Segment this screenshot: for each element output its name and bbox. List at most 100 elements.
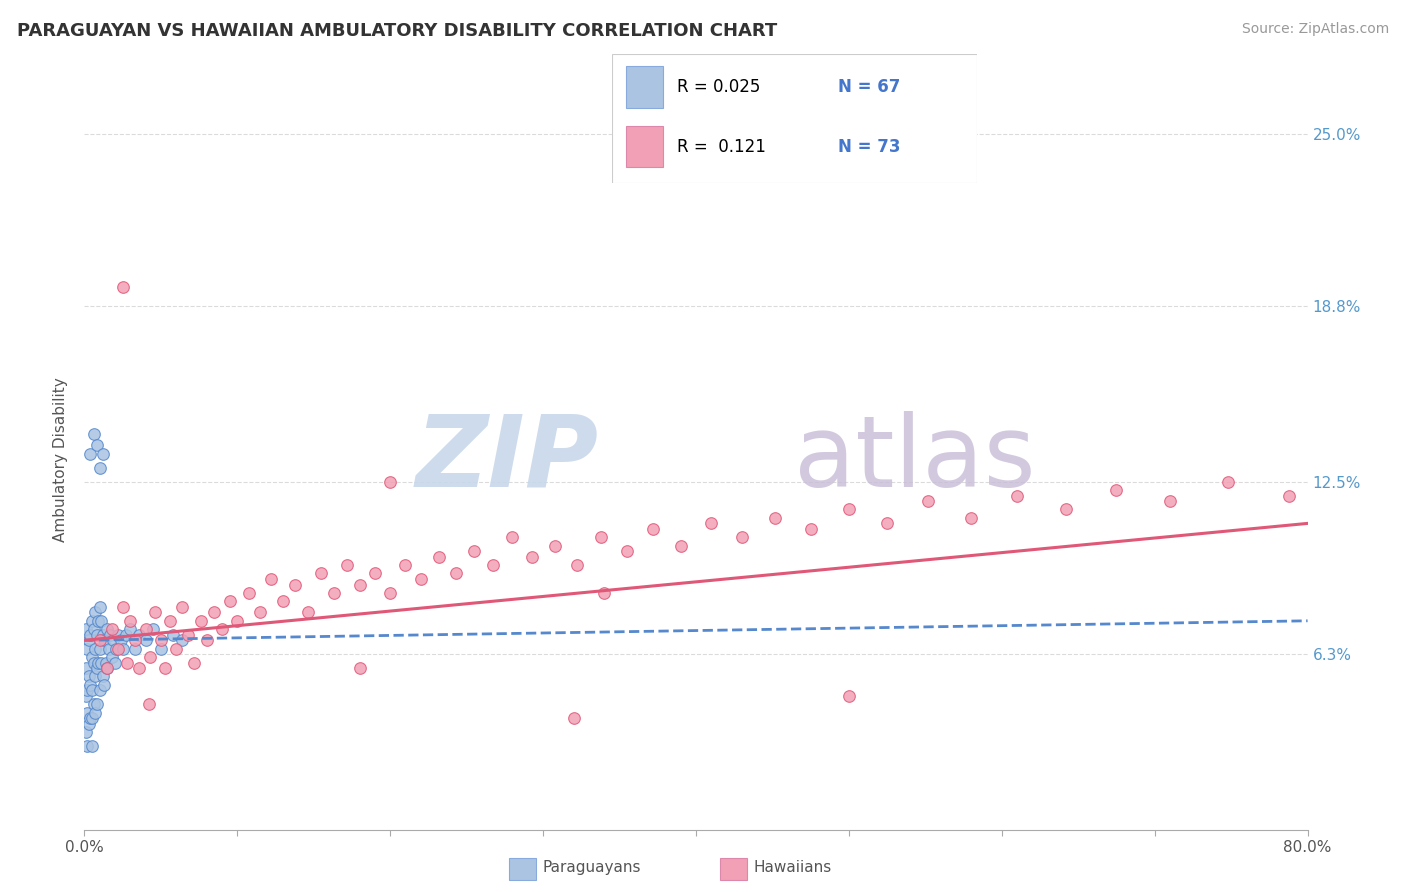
Point	[1105, 483, 1128, 497]
Point	[162, 628, 184, 642]
Point	[76, 706, 98, 720]
Point	[960, 511, 983, 525]
Point	[124, 641, 146, 656]
Point	[444, 566, 467, 581]
Point	[83, 622, 105, 636]
Point	[96, 661, 118, 675]
Point	[90, 614, 112, 628]
Point	[135, 622, 157, 636]
Point	[77, 669, 100, 683]
Point	[149, 641, 172, 656]
Point	[562, 711, 585, 725]
Point	[75, 622, 97, 636]
Point	[463, 544, 485, 558]
Point	[1278, 489, 1301, 503]
Point	[838, 502, 860, 516]
Point	[87, 614, 110, 628]
Point	[876, 516, 898, 531]
Point	[159, 614, 181, 628]
FancyBboxPatch shape	[612, 54, 977, 183]
Point	[91, 669, 114, 683]
Point	[89, 633, 111, 648]
Point	[565, 558, 588, 573]
Point	[91, 628, 114, 642]
Point	[1216, 475, 1239, 489]
Point	[83, 656, 105, 670]
Point	[349, 661, 371, 675]
Text: Paraguayans: Paraguayans	[543, 861, 641, 875]
Point	[120, 622, 142, 636]
Point	[394, 558, 416, 573]
Point	[172, 599, 194, 614]
Point	[84, 706, 107, 720]
Point	[91, 447, 114, 461]
Point	[238, 586, 260, 600]
FancyBboxPatch shape	[626, 126, 662, 168]
Point	[917, 494, 939, 508]
Point	[669, 539, 692, 553]
Point	[139, 650, 162, 665]
Point	[195, 633, 218, 648]
Point	[211, 622, 233, 636]
Point	[115, 656, 138, 670]
Point	[84, 641, 107, 656]
Point	[96, 661, 118, 675]
Point	[1054, 502, 1077, 516]
Point	[97, 641, 120, 656]
Point	[105, 641, 128, 656]
Point	[80, 739, 103, 753]
Point	[89, 460, 111, 475]
Point	[124, 633, 146, 648]
Point	[94, 656, 117, 670]
Point	[75, 661, 97, 675]
Point	[120, 614, 142, 628]
Point	[111, 280, 134, 294]
Point	[90, 656, 112, 670]
Point	[103, 633, 125, 648]
Text: N = 67: N = 67	[838, 78, 901, 96]
Point	[86, 438, 108, 452]
Point	[502, 530, 524, 544]
Point	[89, 683, 111, 698]
Text: N = 73: N = 73	[838, 137, 901, 155]
Point	[765, 511, 787, 525]
Point	[93, 678, 115, 692]
Point	[80, 683, 103, 698]
Point	[101, 622, 124, 636]
Text: PARAGUAYAN VS HAWAIIAN AMBULATORY DISABILITY CORRELATION CHART: PARAGUAYAN VS HAWAIIAN AMBULATORY DISABI…	[17, 22, 778, 40]
Point	[249, 606, 271, 620]
Point	[79, 447, 101, 461]
Text: R = 0.025: R = 0.025	[678, 78, 761, 96]
Point	[114, 628, 136, 642]
Point	[322, 586, 344, 600]
Point	[86, 628, 108, 642]
Point	[143, 606, 166, 620]
Point	[76, 683, 98, 698]
Point	[226, 614, 249, 628]
Text: atlas: atlas	[794, 411, 1035, 508]
Point	[643, 522, 665, 536]
Y-axis label: Ambulatory Disability: Ambulatory Disability	[53, 377, 69, 541]
Point	[297, 606, 319, 620]
Point	[202, 606, 225, 620]
Point	[700, 516, 723, 531]
Point	[165, 641, 187, 656]
Point	[481, 558, 503, 573]
Point	[1159, 494, 1181, 508]
Point	[76, 641, 98, 656]
Point	[83, 698, 105, 712]
Point	[593, 586, 616, 600]
Point	[427, 549, 450, 564]
Point	[87, 656, 110, 670]
Point	[616, 544, 638, 558]
Point	[336, 558, 359, 573]
Point	[522, 549, 544, 564]
Point	[155, 661, 177, 675]
Point	[242, 15, 264, 29]
Point	[75, 725, 97, 739]
Point	[800, 522, 823, 536]
Point	[544, 539, 567, 553]
Point	[271, 594, 294, 608]
Point	[149, 633, 172, 648]
Point	[79, 628, 101, 642]
